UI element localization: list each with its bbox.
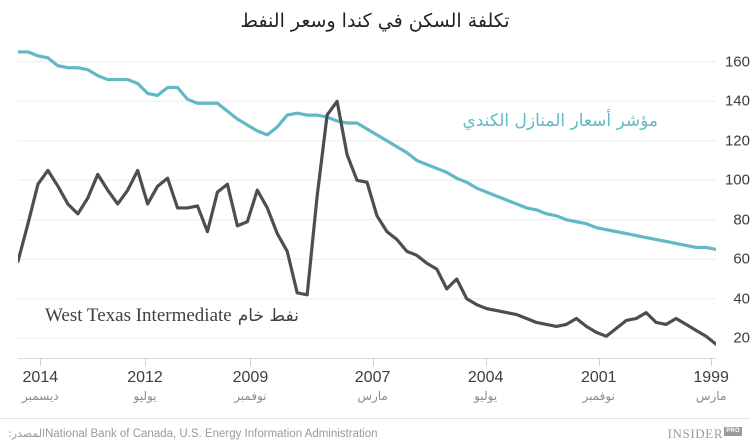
- x-axis-tick-label: 2004 يوليو: [468, 368, 504, 405]
- y-axis-tick-label: 140: [724, 92, 750, 110]
- y-axis-tick-label: 60: [733, 250, 750, 268]
- series-lines: [18, 50, 716, 346]
- y-axis-tick-label: 80: [733, 211, 750, 229]
- source-latin-text: National Bank of Canada, U.S. Energy Inf…: [45, 428, 378, 440]
- y-axis-tick-label: 40: [733, 290, 750, 308]
- x-axis-month-label: نوفمبر: [234, 389, 267, 403]
- x-axis-year-label: 2001: [580, 369, 617, 386]
- y-axis-tick-label: 120: [724, 132, 750, 150]
- x-axis-month-label: يوليو: [474, 389, 498, 403]
- x-axis-year-label: 2004: [467, 369, 504, 386]
- footer: National Bank of Canada, U.S. Energy Inf…: [0, 424, 750, 448]
- y-axis-tick-label: 20: [733, 329, 750, 347]
- x-axis-month-label: ديسمبر: [22, 389, 59, 403]
- x-axis-tick-mark: [250, 358, 252, 366]
- line-house-price-index: [18, 50, 716, 251]
- brand-name-text: INSIDER: [667, 426, 724, 441]
- plot-area: [18, 46, 716, 358]
- x-axis-tick-mark: [711, 358, 713, 366]
- x-axis-tick-label: 2014 ديسمبر: [22, 368, 59, 405]
- x-axis-tick-label: 2001 نوفمبر: [581, 368, 617, 405]
- x-axis-tick-label: 2007 مارس: [355, 368, 391, 405]
- source-attribution: National Bank of Canada, U.S. Energy Inf…: [8, 427, 378, 440]
- x-axis-year-label: 2009: [232, 369, 269, 386]
- x-axis-tick-label: 2009 نوفمبر: [233, 368, 269, 405]
- x-axis-tick-label: 1999 مارس: [693, 368, 729, 405]
- insider-pro-logo: INSIDER PRO: [668, 426, 742, 442]
- x-axis-tick-label: 2012 يوليو: [127, 368, 163, 405]
- series-label-wti: نفط خام West Texas Intermediate: [45, 304, 299, 327]
- x-axis-month-label: مارس: [695, 389, 727, 403]
- x-axis-tick-mark: [40, 358, 42, 366]
- x-axis-month-label: نوفمبر: [582, 389, 615, 403]
- footer-divider: [0, 418, 750, 419]
- series-label-wti-latin: West Texas Intermediate: [45, 305, 232, 326]
- x-axis-year-label: 1999: [693, 369, 729, 386]
- x-axis-tick-mark: [372, 358, 374, 366]
- line-oil-price: [18, 99, 716, 346]
- y-axis-tick-label: 160: [724, 53, 750, 71]
- x-axis-month-label: مارس: [357, 389, 388, 403]
- x-axis-tick-mark: [598, 358, 600, 366]
- x-axis-year-label: 2014: [22, 369, 59, 386]
- chart-plot-svg: [18, 50, 716, 346]
- x-axis-year-label: 2007: [354, 369, 391, 386]
- x-axis-tick-mark: [145, 358, 147, 366]
- x-axis-tick-mark: [485, 358, 487, 366]
- brand-pro-badge: PRO: [724, 426, 742, 436]
- x-axis-month-label: يوليو: [133, 389, 157, 403]
- series-label-house-price-index: مؤشر أسعار المنازل الكندي: [462, 111, 658, 131]
- y-axis-labels: 20 40 60 80 100 120 140 160: [718, 46, 750, 358]
- x-axis: 2014 ديسمبر 2012 يوليو 2009 نوفمبر 2007 مارس 200…: [18, 358, 729, 410]
- x-axis-line: [18, 358, 716, 359]
- chart-title: تكلفة السكن في كندا وسعر النفط: [240, 10, 510, 32]
- source-prefix-label: المصدر:: [8, 427, 46, 440]
- gridlines: [18, 61, 716, 339]
- x-axis-year-label: 2012: [127, 369, 163, 386]
- series-label-wti-arabic: نفط خام: [237, 306, 299, 326]
- y-axis-tick-label: 100: [724, 171, 750, 189]
